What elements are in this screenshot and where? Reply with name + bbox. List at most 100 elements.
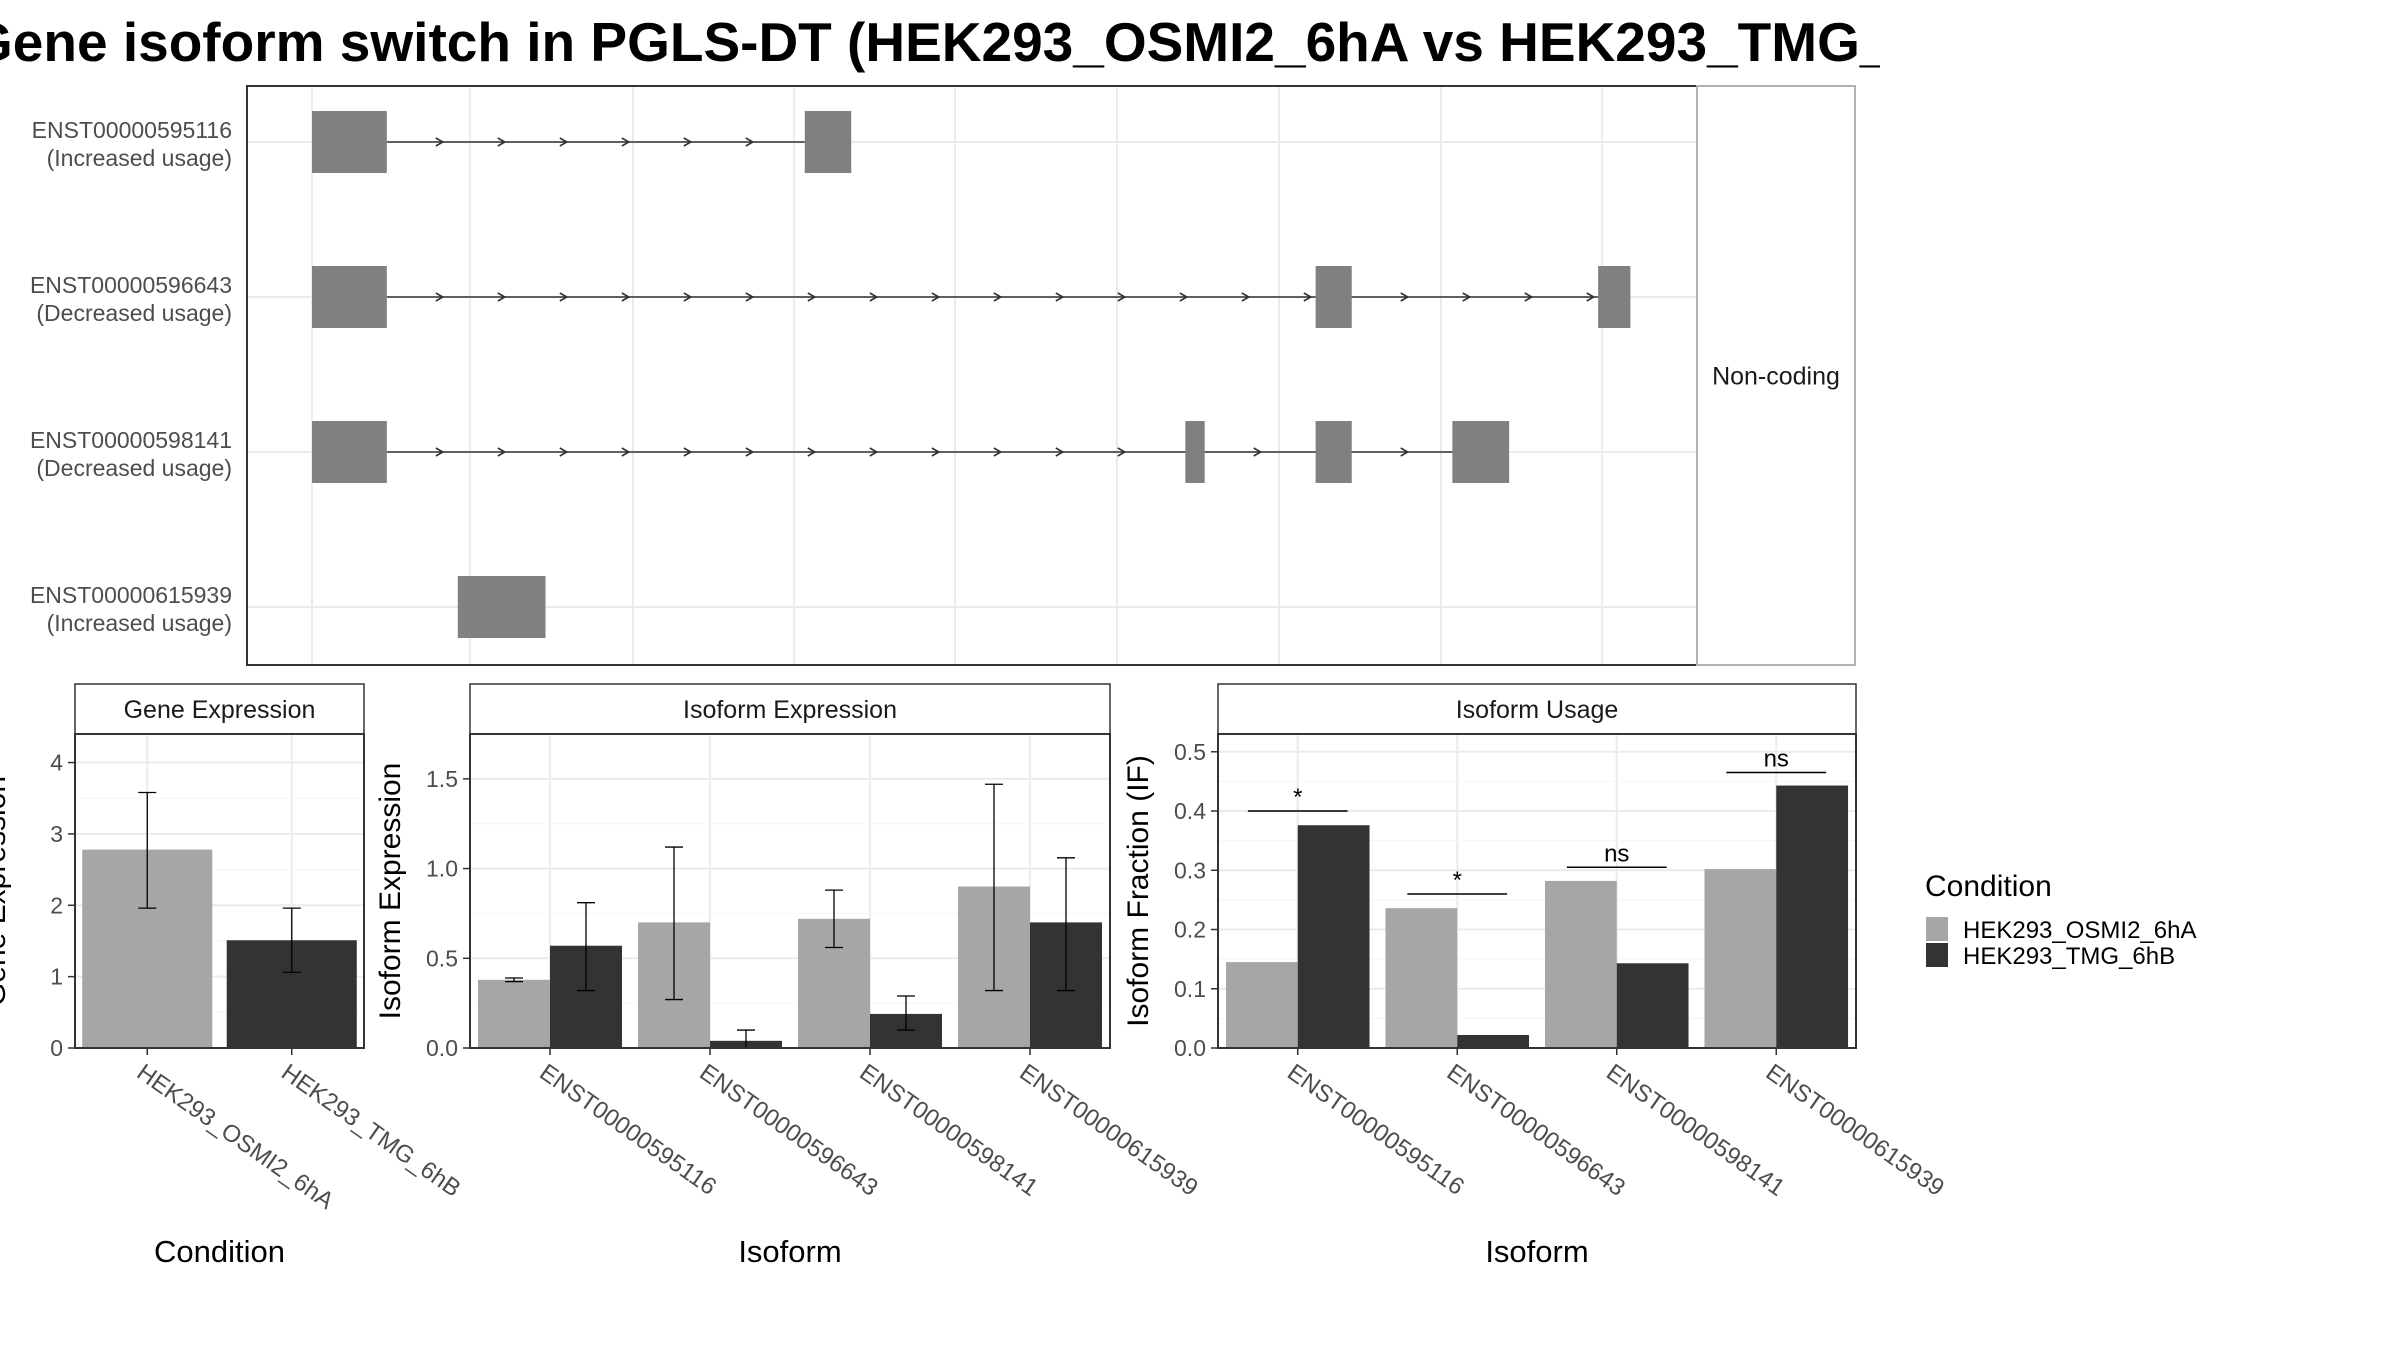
intron-arrow — [869, 292, 879, 302]
bar — [1616, 963, 1689, 1048]
x-axis-title: Condition — [154, 1234, 285, 1269]
intron-arrow — [807, 292, 817, 302]
transcript-id-label: ENST00000595116 — [32, 117, 232, 143]
intron-arrow — [621, 292, 631, 302]
intron-arrow — [745, 292, 755, 302]
transcript-usage-label: (Decreased usage) — [36, 455, 232, 481]
intron-arrow — [559, 292, 569, 302]
significance-label: ns — [1604, 840, 1629, 867]
exon-block — [457, 576, 546, 638]
intron-arrow — [1462, 292, 1472, 302]
x-tick-label: ENST00000595116 — [535, 1059, 722, 1201]
structure-strip — [1696, 85, 1856, 666]
transcript-usage-label: (Increased usage) — [47, 610, 232, 636]
panel-title: Isoform Expression — [683, 696, 897, 724]
transcript-id-label: ENST00000596643 — [30, 272, 232, 298]
intron-arrow — [1586, 292, 1596, 302]
intron-arrow — [621, 137, 631, 147]
transcript-row: ENST00000598141(Decreased usage) — [30, 421, 1510, 483]
y-tick-label: 2 — [50, 892, 63, 918]
intron-arrow — [497, 137, 507, 147]
intron-arrow — [1179, 292, 1189, 302]
significance-label: * — [1453, 867, 1462, 894]
intron-arrow — [745, 137, 755, 147]
legend-swatch — [1926, 917, 1948, 941]
y-axis-title: Gene Expression — [0, 776, 12, 1006]
y-tick-label: 1.0 — [426, 856, 458, 882]
intron-arrow — [1117, 292, 1127, 302]
transcript-usage-label: (Increased usage) — [47, 145, 232, 171]
legend-title: Condition — [1925, 870, 2052, 903]
intron-arrow — [435, 447, 445, 457]
intron-arrow — [931, 292, 941, 302]
intron-arrow — [869, 447, 879, 457]
bar — [1457, 1034, 1530, 1048]
intron-arrow — [1055, 447, 1065, 457]
intron-arrow — [435, 137, 445, 147]
intron-arrow — [1117, 447, 1127, 457]
transcript-row: ENST00000596643(Decreased usage) — [30, 266, 1631, 328]
significance-label: ns — [1764, 746, 1789, 773]
intron-arrow — [807, 447, 817, 457]
exon-block — [312, 266, 387, 328]
y-tick-label: 0.5 — [1174, 739, 1206, 765]
structure-strip-label: Non-coding — [1712, 363, 1840, 391]
y-tick-label: 0.3 — [1174, 857, 1206, 883]
plot-title: Gene isoform switch in PGLS-DT (HEK293_O… — [0, 11, 1880, 73]
y-axis-title: Isoform Expression — [374, 763, 407, 1020]
bar — [1776, 785, 1849, 1048]
legend-item-label: HEK293_TMG_6hB — [1963, 943, 2175, 970]
intron-arrow — [1400, 447, 1410, 457]
panel-border — [1217, 733, 1857, 1049]
panel-strip — [1217, 683, 1857, 735]
exon-block — [1598, 266, 1631, 328]
bar — [1297, 825, 1370, 1048]
exon-block — [1452, 421, 1510, 483]
intron-arrow — [993, 292, 1003, 302]
transcript-row: ENST00000615939(Increased usage) — [30, 576, 546, 638]
y-tick-label: 4 — [50, 750, 63, 776]
y-axis-title: Isoform Fraction (IF) — [1122, 755, 1155, 1027]
intron-arrow — [683, 447, 693, 457]
y-tick-label: 0.0 — [426, 1035, 458, 1061]
x-tick-label: ENST00000595116 — [1282, 1059, 1469, 1201]
intron-arrow — [683, 292, 693, 302]
y-tick-label: 0.0 — [1174, 1035, 1206, 1061]
intron-arrow — [559, 447, 569, 457]
intron-arrow — [621, 447, 631, 457]
panel-border — [469, 733, 1111, 1049]
legend-swatch — [1926, 943, 1948, 967]
bar — [478, 979, 550, 1048]
intron-arrow — [497, 447, 507, 457]
exon-block — [1315, 421, 1352, 483]
intron-arrow — [1253, 447, 1263, 457]
intron-arrow — [497, 292, 507, 302]
intron-arrow — [435, 292, 445, 302]
x-axis-title: Isoform — [1485, 1234, 1588, 1269]
intron-arrow — [745, 447, 755, 457]
exon-block — [312, 421, 387, 483]
bar — [1544, 880, 1617, 1048]
y-tick-label: 0.4 — [1174, 798, 1206, 824]
chart-panel-2: Isoform Usage 0.0 0.1 0.2 0.3 0.4 0.5 ENST00000… — [1122, 683, 1949, 1269]
intron-arrow — [1524, 292, 1534, 302]
exon-block — [804, 111, 852, 173]
significance-label: * — [1293, 784, 1302, 811]
transcript-row: ENST00000595116(Increased usage) — [32, 111, 852, 173]
legend-item-label: HEK293_OSMI2_6hA — [1963, 917, 2196, 944]
bar — [1225, 962, 1298, 1048]
panel-border — [74, 733, 365, 1049]
panel-title: Isoform Usage — [1456, 696, 1619, 724]
intron-arrow — [993, 447, 1003, 457]
y-tick-label: 1.5 — [426, 766, 458, 792]
intron-arrow — [683, 137, 693, 147]
intron-arrow — [559, 137, 569, 147]
structure-panel-bg — [247, 86, 1697, 665]
exon-block — [1315, 266, 1352, 328]
exon-block — [1185, 421, 1205, 483]
chart-panel-1: Isoform Expression 0.0 0.5 1.0 1.5 ENST000005… — [374, 683, 1203, 1269]
y-tick-label: 1 — [50, 964, 63, 990]
y-tick-label: 0.2 — [1174, 917, 1206, 943]
